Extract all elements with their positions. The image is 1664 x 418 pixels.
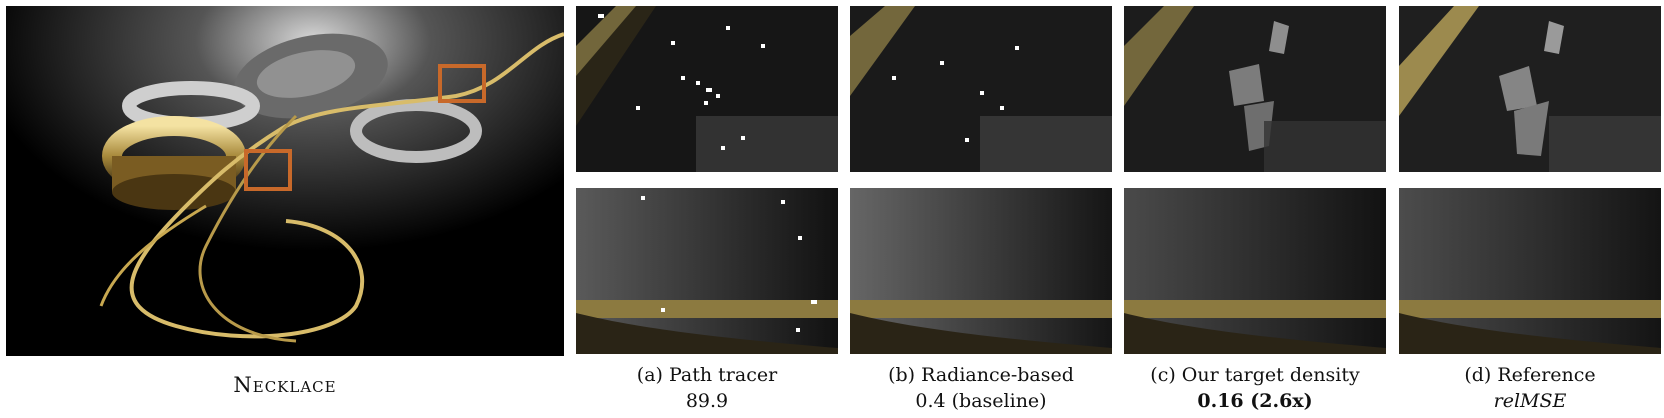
caption-value: 0.16 (2.6x) [1197, 390, 1313, 412]
crop-reference-top [1399, 6, 1661, 172]
crop-path-tracer-bottom [576, 188, 838, 354]
crop-radiance-bottom [850, 188, 1112, 354]
highlight-box-top [438, 64, 486, 103]
caption-reference: (d) Reference relMSE [1399, 362, 1661, 414]
crop-reference-bottom [1399, 188, 1661, 354]
crop-radiance-top [850, 6, 1112, 172]
caption-label: (b) Radiance-based [888, 364, 1074, 386]
caption-radiance-based: (b) Radiance-based 0.4 (baseline) [850, 362, 1112, 414]
scene-title: Necklace [233, 373, 337, 397]
caption-value: relMSE [1493, 390, 1567, 412]
caption-value: 0.4 (baseline) [915, 390, 1047, 412]
crop-target-density-top [1124, 6, 1386, 172]
crop-target-density-bottom [1124, 188, 1386, 354]
crop-path-tracer-top [576, 6, 838, 172]
caption-label: (a) Path tracer [636, 364, 778, 386]
caption-label: (d) Reference [1464, 364, 1596, 386]
caption-target-density: (c) Our target density 0.16 (2.6x) [1124, 362, 1386, 414]
caption-path-tracer: (a) Path tracer 89.9 [576, 362, 838, 414]
necklace-scene-image [6, 6, 564, 356]
highlight-box-bottom [244, 149, 292, 191]
caption-value: 89.9 [685, 390, 729, 412]
caption-label: (c) Our target density [1150, 364, 1360, 386]
